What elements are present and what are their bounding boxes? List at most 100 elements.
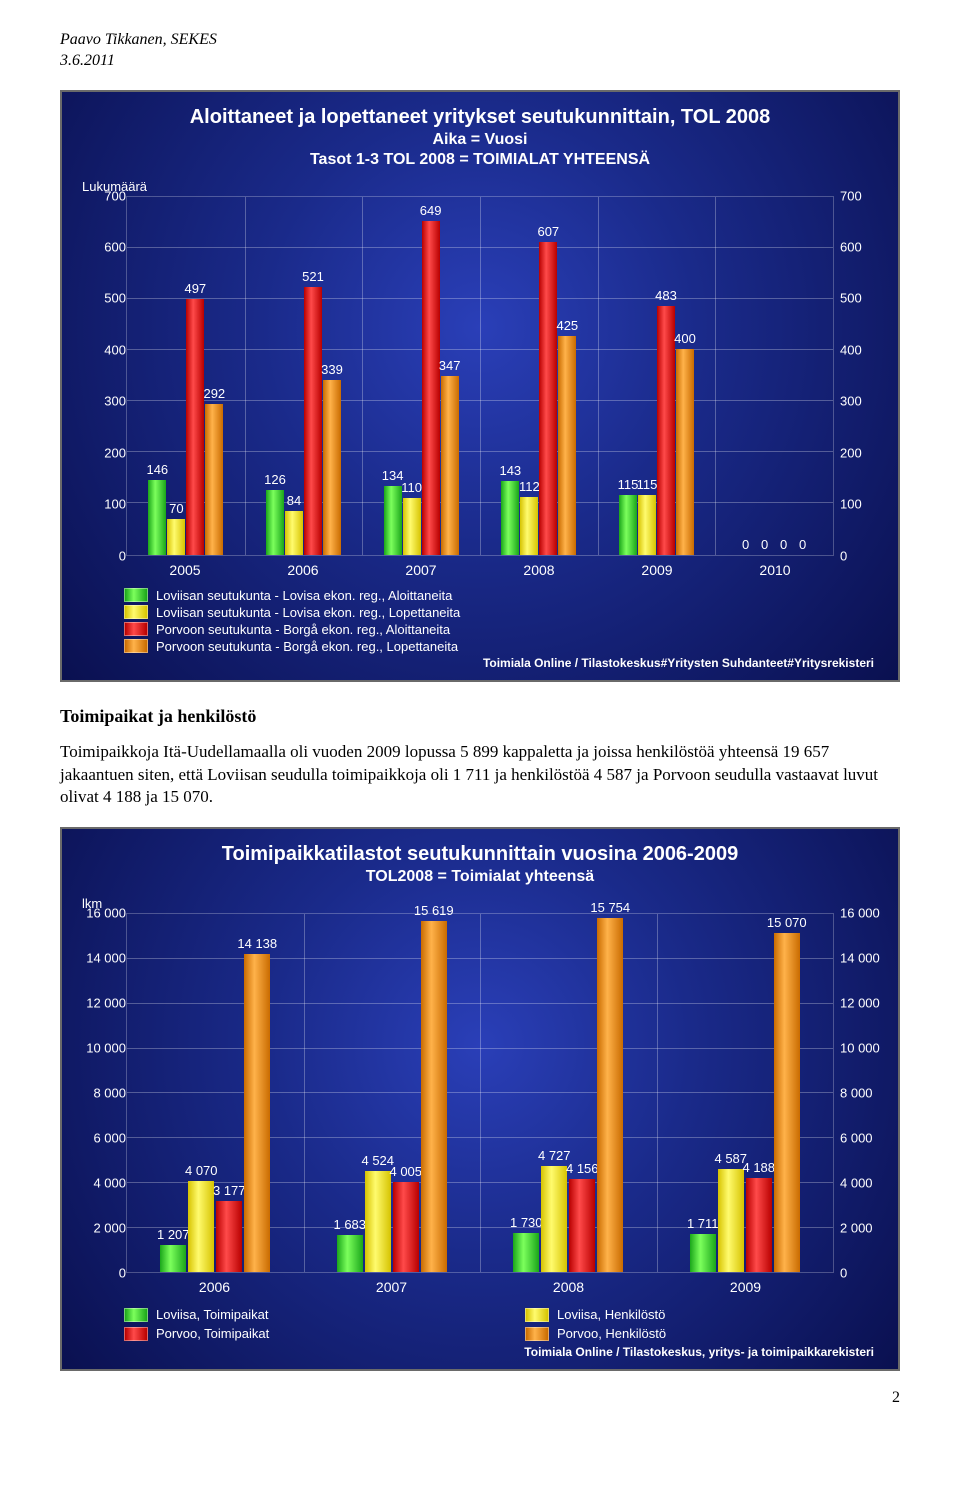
x-category: 2006 — [244, 562, 362, 578]
bar: 1 207 — [160, 1245, 186, 1272]
legend-label: Porvoon seutukunta - Borgå ekon. reg., A… — [156, 622, 450, 637]
bar-value-label: 0 — [780, 537, 787, 552]
legend-swatch — [124, 1308, 148, 1322]
legend-swatch — [124, 622, 148, 636]
legend-swatch — [124, 1327, 148, 1341]
x-category: 2007 — [303, 1279, 480, 1295]
chart1-xaxis: 200520062007200820092010 — [126, 562, 834, 578]
legend-item: Loviisa, Henkilöstö — [525, 1307, 886, 1322]
bar-value-label: 425 — [556, 318, 578, 333]
legend-swatch — [525, 1327, 549, 1341]
author-line: Paavo Tikkanen, SEKES — [60, 30, 900, 51]
chart1-subtitle2: Tasot 1-3 TOL 2008 = TOIMIALAT YHTEENSÄ — [74, 151, 886, 169]
bar-group: 12684521339 — [266, 287, 341, 555]
chart1-plot: 1467049729212684521339134110649347143112… — [126, 196, 834, 556]
bar-group: 134110649347 — [384, 221, 459, 555]
bar: 3 177 — [216, 1201, 242, 1272]
bar-value-label: 649 — [420, 203, 442, 218]
chart2-axis-left: 02 0004 0006 0008 00010 00012 00014 0001… — [82, 913, 126, 1273]
bar: 4 587 — [718, 1169, 744, 1272]
bar: 607 — [539, 242, 557, 554]
bar-value-label: 483 — [655, 288, 677, 303]
bar-group: 14670497292 — [148, 299, 223, 555]
x-category: 2006 — [126, 1279, 303, 1295]
chart1-subtitle: Aika = Vuosi — [74, 131, 886, 149]
bar: 14 138 — [244, 954, 270, 1272]
bar-value-label: 115 — [637, 477, 658, 492]
legend-item: Loviisan seutukunta - Lovisa ekon. reg.,… — [124, 588, 886, 603]
bar: 146 — [148, 480, 166, 555]
bar-value-label: 3 177 — [213, 1183, 246, 1198]
bar-value-label: 146 — [146, 462, 168, 477]
legend-swatch — [124, 588, 148, 602]
chart-1: Aloittaneet ja lopettaneet yritykset seu… — [60, 90, 900, 682]
page-number: 2 — [60, 1389, 900, 1407]
legend-label: Loviisa, Henkilöstö — [557, 1307, 665, 1322]
bar: 347 — [441, 376, 459, 554]
bar: 4 005 — [393, 1182, 419, 1272]
bar-value-label: 143 — [499, 463, 521, 478]
bar-value-label: 339 — [321, 362, 343, 377]
bar-value-label: 4 070 — [185, 1163, 218, 1178]
bar-value-label: 14 138 — [237, 936, 277, 951]
bar: 134 — [384, 486, 402, 555]
legend-swatch — [124, 605, 148, 619]
bar: 126 — [266, 490, 284, 555]
legend-label: Porvoon seutukunta - Borgå ekon. reg., L… — [156, 639, 458, 654]
bar: 84 — [285, 511, 303, 554]
chart2-ylabel: lkm — [82, 896, 886, 911]
chart-2: Toimipaikkatilastot seutukunnittain vuos… — [60, 827, 900, 1371]
bar: 339 — [323, 380, 341, 554]
x-category: 2008 — [480, 562, 598, 578]
bar: 497 — [186, 299, 204, 555]
chart1-ylabel: Lukumäärä — [82, 179, 886, 194]
bar-value-label: 1 207 — [157, 1227, 190, 1242]
bar-value-label: 15 070 — [767, 915, 807, 930]
x-category: 2009 — [598, 562, 716, 578]
legend-item: Porvoo, Henkilöstö — [525, 1326, 886, 1341]
bar-value-label: 0 — [761, 537, 768, 552]
legend-swatch — [124, 639, 148, 653]
bar-value-label: 0 — [799, 537, 806, 552]
bar-value-label: 292 — [203, 386, 225, 401]
bar: 292 — [205, 404, 223, 554]
bar-value-label: 4 156 — [566, 1161, 599, 1176]
bar-value-label: 607 — [537, 224, 559, 239]
x-category: 2005 — [126, 562, 244, 578]
legend-label: Loviisan seutukunta - Lovisa ekon. reg.,… — [156, 588, 452, 603]
chart2-source: Toimiala Online / Tilastokeskus, yritys-… — [74, 1345, 886, 1361]
chart1-axis-left: 0100200300400500600700 — [82, 196, 126, 556]
bar-value-label: 70 — [169, 501, 183, 516]
bar: 115 — [638, 495, 656, 554]
bar: 143 — [501, 481, 519, 555]
bar-value-label: 0 — [742, 537, 749, 552]
bar: 1 730 — [513, 1233, 539, 1272]
bar-value-label: 84 — [287, 493, 301, 508]
bar: 400 — [676, 349, 694, 555]
bar-value-label: 347 — [439, 358, 461, 373]
legend-label: Loviisa, Toimipaikat — [156, 1307, 268, 1322]
section-heading: Toimipaikat ja henkilöstö — [60, 706, 900, 727]
bar-value-label: 1 730 — [510, 1215, 543, 1230]
legend-label: Loviisan seutukunta - Lovisa ekon. reg.,… — [156, 605, 460, 620]
bar-value-label: 126 — [264, 472, 286, 487]
chart2-xaxis: 2006200720082009 — [126, 1279, 834, 1295]
bar-value-label: 115 — [618, 477, 639, 492]
legend-label: Porvoo, Henkilöstö — [557, 1326, 666, 1341]
date-line: 3.6.2011 — [60, 51, 900, 72]
x-category: 2010 — [716, 562, 834, 578]
chart1-title: Aloittaneet ja lopettaneet yritykset seu… — [74, 106, 886, 129]
bar-value-label: 15 619 — [414, 903, 454, 918]
chart1-legend: Loviisan seutukunta - Lovisa ekon. reg.,… — [124, 588, 886, 654]
bar-value-label: 521 — [302, 269, 324, 284]
bar-group: 143112607425 — [501, 242, 576, 554]
x-category: 2009 — [657, 1279, 834, 1295]
x-category: 2007 — [362, 562, 480, 578]
bar: 15 754 — [597, 918, 623, 1272]
bar-group: 1 7304 7274 15615 754 — [513, 918, 623, 1272]
chart2-axis-right: 02 0004 0006 0008 00010 00012 00014 0001… — [834, 913, 878, 1273]
bar: 4 156 — [569, 1179, 595, 1273]
bar-group: 1 6834 5244 00515 619 — [337, 921, 447, 1272]
legend-swatch — [525, 1308, 549, 1322]
bar: 1 711 — [690, 1234, 716, 1272]
